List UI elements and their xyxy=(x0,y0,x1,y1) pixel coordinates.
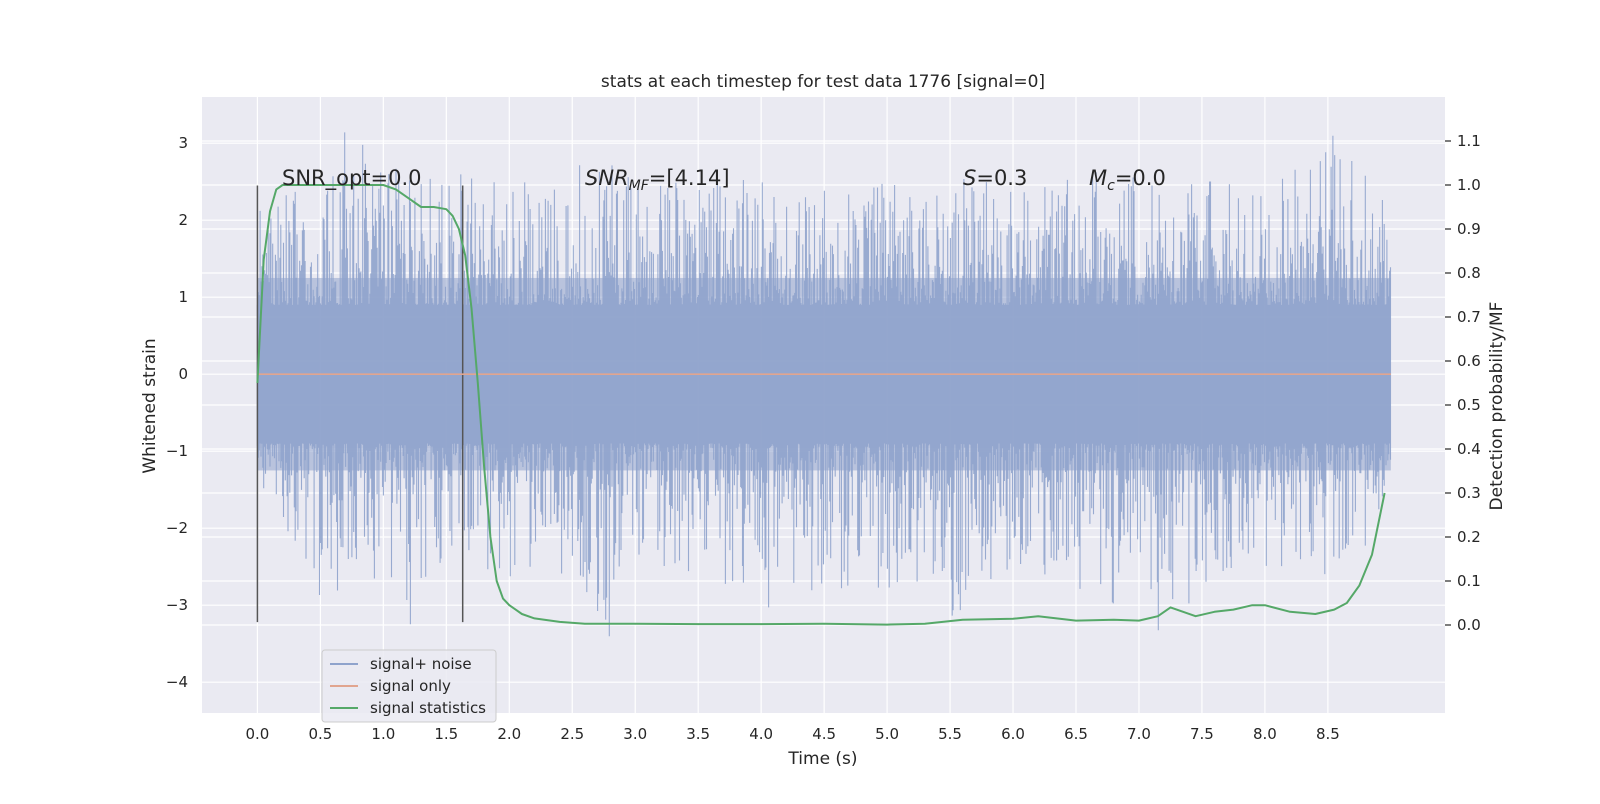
right-y-tick-label: 0.1 xyxy=(1457,572,1481,590)
y-tick-label: −2 xyxy=(166,519,188,537)
x-axis-label: Time (s) xyxy=(787,749,857,769)
x-tick-label: 0.0 xyxy=(245,725,269,743)
signal-statistics-series xyxy=(256,184,1386,626)
right-y-tick-label: 0.6 xyxy=(1457,352,1481,370)
x-tick-label: 3.0 xyxy=(623,725,647,743)
legend: signal+ noise signal only signal statist… xyxy=(321,649,497,723)
right-y-tick-label: 0.7 xyxy=(1457,308,1481,326)
x-tick-label: 3.5 xyxy=(686,725,710,743)
right-y-tick-label: 0.2 xyxy=(1457,528,1481,546)
x-tick-label: 1.5 xyxy=(434,725,458,743)
x-tick-label: 1.0 xyxy=(371,725,395,743)
x-axis-ticks: 0.0 0.5 1.0 1.5 2.0 2.5 3.0 3.5 4.0 4.5 5.0 5.5 6.0 6… xyxy=(245,725,1339,743)
x-tick-label: 8.0 xyxy=(1253,725,1277,743)
right-y-tick-label: 1.0 xyxy=(1457,176,1481,194)
right-y-tick-label: 0.8 xyxy=(1457,264,1481,282)
y-tick-label: 2 xyxy=(178,211,188,229)
y-tick-label: 0 xyxy=(178,365,188,383)
chart-title: stats at each timestep for test data 177… xyxy=(601,72,1045,92)
s-symbol: S xyxy=(963,166,976,190)
snr-mf-subscript: MF xyxy=(629,178,650,194)
mc-annotation: Mc=0.0 xyxy=(1089,166,1166,194)
x-tick-label: 5.0 xyxy=(875,725,899,743)
legend-box xyxy=(321,649,497,723)
legend-label-signal-only: signal only xyxy=(370,677,451,695)
y-tick-label: −4 xyxy=(166,673,188,691)
y-tick-label: −3 xyxy=(166,596,188,614)
right-y-tick-label: 0.3 xyxy=(1457,484,1481,502)
x-tick-label: 6.0 xyxy=(1001,725,1025,743)
snr-mf-value: =[4.14] xyxy=(649,166,730,190)
x-tick-label: 2.5 xyxy=(560,725,584,743)
s-annotation: S=0.3 xyxy=(963,166,1027,190)
right-y-tick-label: 0.5 xyxy=(1457,396,1481,414)
x-tick-label: 2.0 xyxy=(497,725,521,743)
x-tick-label: 6.5 xyxy=(1064,725,1088,743)
right-y-tick-label: 0.4 xyxy=(1457,440,1481,458)
x-tick-label: 7.5 xyxy=(1190,725,1214,743)
mc-value: =0.0 xyxy=(1115,166,1166,190)
mc-subscript: c xyxy=(1107,178,1115,194)
x-tick-label: 4.5 xyxy=(812,725,836,743)
snr-mf-symbol: SNR xyxy=(585,166,629,190)
x-tick-label: 0.5 xyxy=(308,725,332,743)
snr-mf-annotation: SNRMF=[4.14] xyxy=(585,166,730,194)
snr-opt-annotation: SNR_opt=0.0 xyxy=(282,166,422,191)
x-tick-label: 4.0 xyxy=(749,725,773,743)
x-tick-label: 5.5 xyxy=(938,725,962,743)
segment-markers xyxy=(256,185,464,623)
y-axis-label: Whitened strain xyxy=(140,338,160,473)
right-y-axis-ticks: 0.0 0.1 0.2 0.3 0.4 0.5 0.6 0.7 0.8 0.9 1.0 1.1 xyxy=(1445,132,1481,634)
x-tick-label: 7.0 xyxy=(1127,725,1151,743)
legend-label-signal-statistics: signal statistics xyxy=(370,699,486,717)
x-tick-label: 8.5 xyxy=(1316,725,1340,743)
s-value: =0.3 xyxy=(976,166,1027,190)
y-tick-label: −1 xyxy=(166,442,188,460)
y-tick-label: 3 xyxy=(178,134,188,152)
legend-label-signal-plus-noise: signal+ noise xyxy=(370,655,472,673)
mc-symbol: M xyxy=(1089,166,1107,190)
y-tick-label: 1 xyxy=(178,288,188,306)
right-y-tick-label: 1.1 xyxy=(1457,132,1481,150)
y-axis-ticks: −4 −3 −2 −1 0 1 2 3 xyxy=(166,134,188,691)
signal-statistics-line xyxy=(256,184,1386,626)
right-y-tick-label: 0.9 xyxy=(1457,220,1481,238)
right-y-tick-label: 0.0 xyxy=(1457,616,1481,634)
right-y-axis-label: Detection probability/MF xyxy=(1487,302,1507,511)
